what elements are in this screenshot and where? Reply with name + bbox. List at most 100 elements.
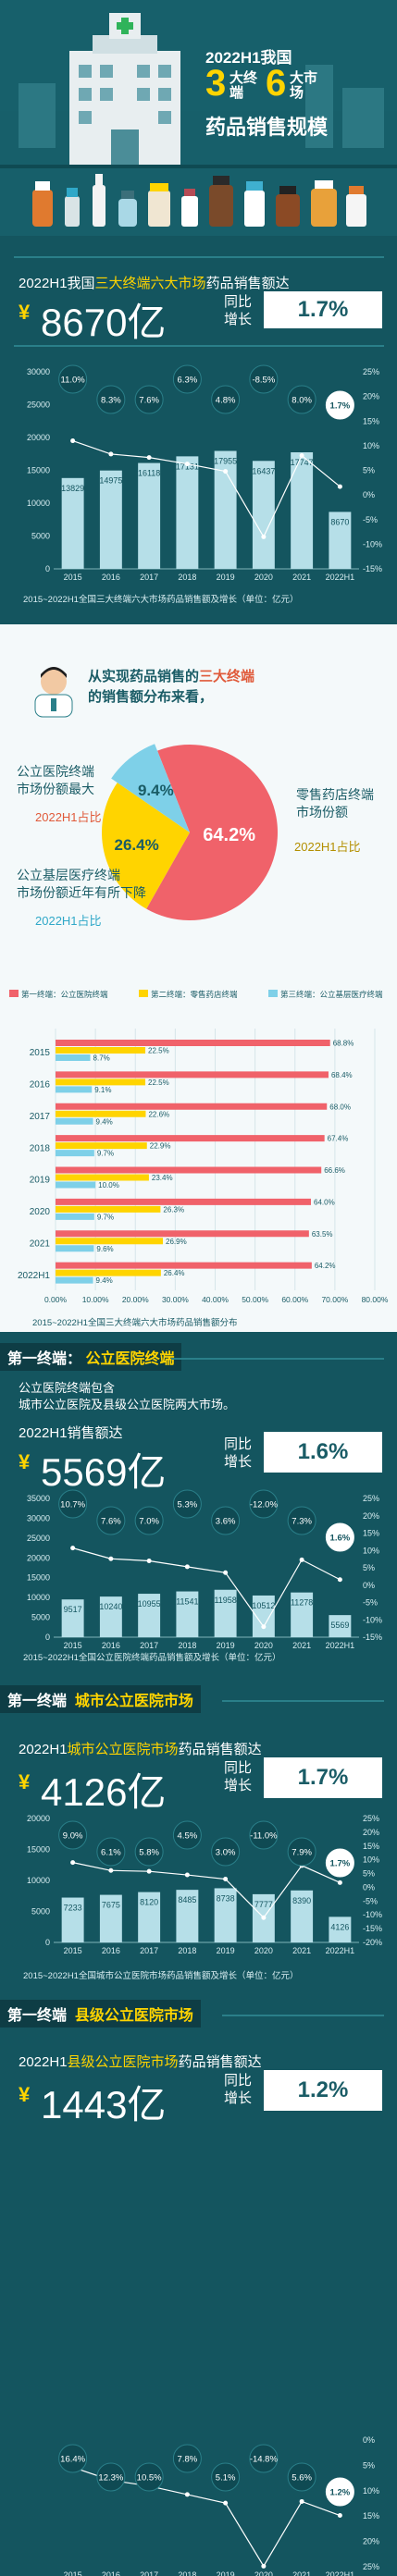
share-bar-chart: 第一终端：公立医院终端 第二终端：零售药店终端 第三终端：公立基层医疗终端 0.00%… <box>9 990 389 1304</box>
sec2-growth-label: 同比 增长 <box>224 1760 253 1793</box>
growth-label: 8.0% <box>292 396 312 406</box>
x-tick-label: 2019 <box>217 2570 235 2576</box>
growth-point <box>261 534 267 539</box>
chart-overall: 0 5000 10000 15000 20000 25000 30000 13829 14975… <box>27 364 382 582</box>
y2-tick-label: -15% <box>363 1924 382 1933</box>
growth-label: 5.1% <box>216 2473 236 2484</box>
y2-tick-label: 0% <box>363 1581 375 1590</box>
growth-point <box>337 1577 342 1583</box>
divider <box>171 1358 384 1360</box>
dist-intro-2: 的销售额分布来看， <box>88 689 214 705</box>
bar-value-label: 9517 <box>64 1605 82 1614</box>
y2-tick-label: 0% <box>363 2435 375 2445</box>
bar <box>176 456 199 569</box>
growth-point <box>70 1860 76 1866</box>
growth-point <box>337 2513 342 2519</box>
legend-swatch <box>268 990 278 997</box>
bar <box>56 1078 146 1086</box>
bar-value-label: 16437 <box>252 466 275 475</box>
x-tick-label: 2016 <box>102 573 120 582</box>
y2-tick-label: 0% <box>363 490 375 499</box>
sec1-kpi-label: 2022H1销售额达 <box>19 1425 123 1441</box>
medicine-bottles-icon <box>32 174 366 227</box>
bar-value-label: 7233 <box>64 1904 82 1913</box>
sec1-note-1: 公立医院终端包含 <box>19 1381 116 1395</box>
sec2-growth: 1.7% <box>264 1757 382 1798</box>
x-tick-label: 20.00% <box>122 1295 149 1304</box>
growth-label: 3.0% <box>216 1848 236 1858</box>
growth-point <box>146 455 152 461</box>
y2-tick-label: 25% <box>363 367 379 376</box>
y-tick-label: 0 <box>45 564 50 573</box>
y2-tick-label: 15% <box>363 1842 379 1851</box>
section-share: 第一终端：公立医院终端 第二终端：零售药店终端 第三终端：公立基层医疗终端 0.00%… <box>0 971 397 1332</box>
x-tick-label: 2020 <box>254 573 273 582</box>
growth-point <box>337 1880 342 1885</box>
y-tick-label: 10000 <box>27 1876 50 1885</box>
y2-tick-label: -10% <box>363 1615 382 1624</box>
chart-city-hospital: 0 5000 10000 15000 20000 7233 7675 8120 8485 8738… <box>27 1814 382 1955</box>
bar-value-label: 8670 <box>330 517 349 526</box>
bar <box>291 1890 314 1942</box>
growth-bubble <box>249 364 279 394</box>
growth-label: 10.5% <box>137 2473 162 2484</box>
sec1-caption: 2015~2022H1全国公立医院终端药品销售额及增长（单位：亿元） <box>23 1653 281 1663</box>
y2-tick-label: -10% <box>363 1910 382 1919</box>
divider <box>14 256 384 258</box>
growth-label: 3.6% <box>216 1517 236 1527</box>
kpi1-value: 8670亿 <box>41 301 167 344</box>
growth-point <box>261 1624 267 1630</box>
x-tick-label: 2019 <box>217 573 235 582</box>
bar-value-label: 9.6% <box>96 1245 113 1253</box>
bar-value-label: 11278 <box>291 1598 313 1608</box>
y-tick-label: 5000 <box>31 1613 50 1622</box>
x-tick-label: 2017 <box>140 2570 158 2576</box>
sec1-growth: 1.6% <box>264 1432 382 1473</box>
x-tick-label: 70.00% <box>321 1295 348 1304</box>
bar <box>291 451 314 569</box>
growth-bubble <box>96 2462 126 2492</box>
yen-icon: ¥ <box>19 2083 31 2106</box>
x-tick-label: 2015 <box>64 2570 82 2576</box>
kpi1-growth: 1.7% <box>264 291 382 328</box>
x-tick-label: 2018 <box>178 2570 196 2576</box>
public-hospital-label: 公立医院终端 市场份额最大 <box>17 764 94 796</box>
y2-tick-label: -10% <box>363 539 382 548</box>
bar-value-label: 7777 <box>254 1900 273 1909</box>
bar <box>252 461 275 569</box>
growth-bubble <box>172 1489 202 1519</box>
section-county-hospital: 第一终端 县级公立医院市场 2022H1县级公立医院市场药品销售额达 ¥ 144… <box>0 1989 397 2576</box>
x-tick-label: 2015 <box>64 573 82 582</box>
pie-slice <box>102 783 190 909</box>
bar <box>176 1890 199 1942</box>
kpi1-label: 2022H1我国三大终端六大市场药品销售额达 <box>19 276 290 291</box>
bar-value-label: 22.5% <box>148 1047 169 1055</box>
y-tick-label: 25000 <box>27 401 50 410</box>
x-tick-label: 2015 <box>64 1946 82 1955</box>
y-tick-label: 5000 <box>31 532 50 541</box>
bar <box>252 1595 275 1637</box>
chart-county-hospital: 25% 20% 15% 10% 5% 0% 2015 2016 2017 2018 2019 2020… <box>58 2435 379 2576</box>
y-tick-label: 2022H1 <box>18 1271 50 1281</box>
bar <box>99 470 122 569</box>
sec3-value: 1443亿 <box>41 2083 167 2126</box>
growth-point <box>108 1556 114 1561</box>
y2-tick-label: -5% <box>363 1896 378 1905</box>
growth-label: 1.7% <box>330 401 351 412</box>
pie-value-label: 9.4% <box>138 782 174 799</box>
x-tick-label: 2017 <box>140 1641 158 1650</box>
y2-tick-label: -5% <box>363 515 378 524</box>
base-label: 公立基层医疗终端 市场份额近年有所下降 <box>17 868 146 900</box>
hbar-caption: 2015~2022H1全国三大终端六大市场药品销售额分布 <box>32 1318 238 1328</box>
growth-point <box>261 1915 267 1920</box>
x-tick-label: 2017 <box>140 1946 158 1955</box>
bar <box>214 450 237 569</box>
bar-value-label: 9.4% <box>96 1117 113 1126</box>
y-tick-label: 2020 <box>30 1207 51 1217</box>
x-tick-label: 2020 <box>254 1946 273 1955</box>
bar <box>56 1213 94 1220</box>
y2-tick-label: -15% <box>363 1633 382 1642</box>
y2-tick-label: 20% <box>363 392 379 401</box>
retail-sub: 2022H1占比 <box>294 840 361 854</box>
